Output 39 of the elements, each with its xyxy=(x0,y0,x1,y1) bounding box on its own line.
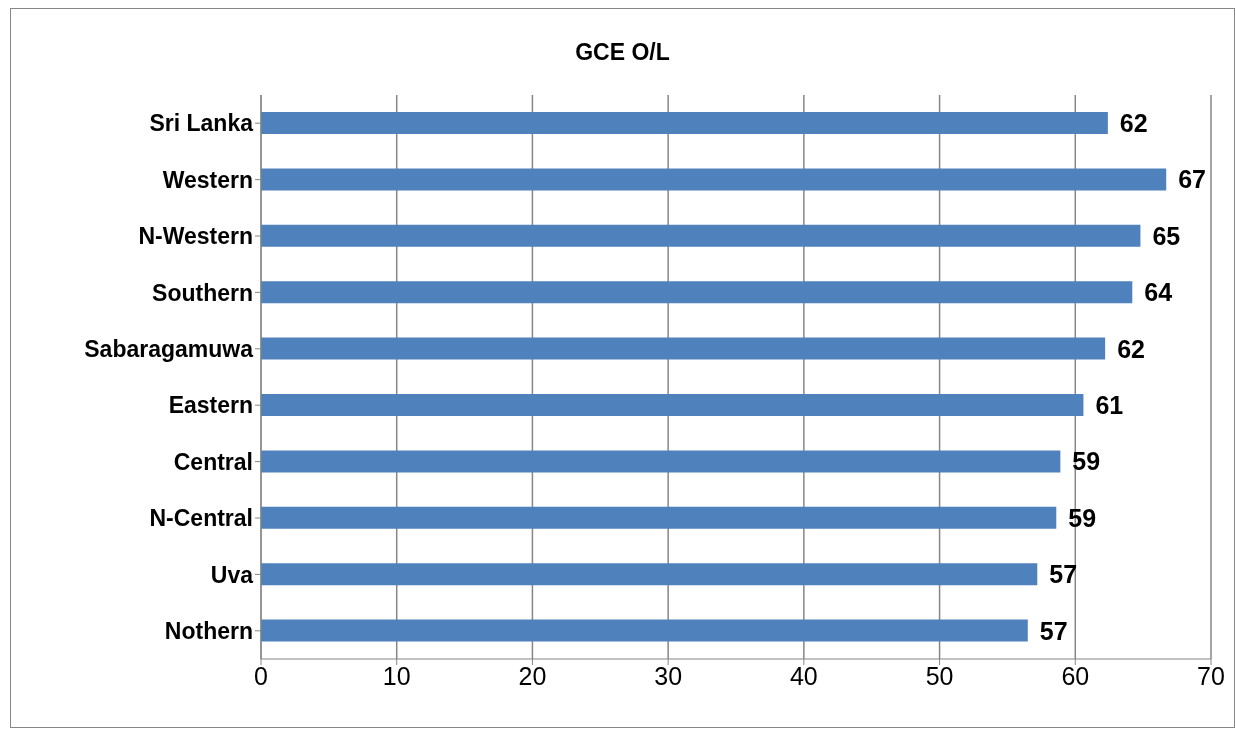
bar xyxy=(261,619,1028,642)
y-tick-label: Uva xyxy=(210,561,254,588)
y-tick-label: Sri Lanka xyxy=(149,110,254,137)
x-tick-label: 30 xyxy=(654,661,683,690)
x-tick-label: 20 xyxy=(518,661,547,690)
x-tick-label: 70 xyxy=(1197,661,1225,690)
x-tick-label: 10 xyxy=(382,661,411,690)
data-label: 59 xyxy=(1068,503,1097,532)
bar xyxy=(261,168,1167,191)
y-tick-label: N-Central xyxy=(149,505,253,532)
bar xyxy=(261,563,1038,586)
y-tick-label: Eastern xyxy=(168,392,253,419)
y-tick-label: Sabaragamuwa xyxy=(84,335,254,362)
y-tick-label: Central xyxy=(173,448,253,475)
y-tick-label: Western xyxy=(162,166,253,193)
data-label: 64 xyxy=(1144,278,1173,307)
bar xyxy=(261,337,1106,360)
x-tick-label: 50 xyxy=(925,661,954,690)
data-label: 57 xyxy=(1039,616,1068,645)
data-label: 61 xyxy=(1095,391,1124,419)
data-label: 62 xyxy=(1119,109,1148,137)
x-tick-label: 40 xyxy=(789,661,818,690)
y-tick-label: Southern xyxy=(152,279,253,306)
bar xyxy=(261,224,1141,247)
data-label: 65 xyxy=(1152,221,1181,250)
y-tick-label: Nothern xyxy=(164,617,253,644)
data-label: 57 xyxy=(1049,560,1078,589)
x-tick-label: 0 xyxy=(254,661,268,690)
y-tick-label: N-Western xyxy=(138,223,253,250)
bar xyxy=(261,281,1133,304)
data-label: 62 xyxy=(1117,334,1145,363)
data-label: 67 xyxy=(1178,165,1207,194)
bar xyxy=(261,450,1061,473)
bar xyxy=(261,394,1084,416)
chart-title: GCE O/L xyxy=(574,39,671,66)
bar xyxy=(261,112,1108,134)
bar xyxy=(261,506,1057,529)
x-tick-label: 60 xyxy=(1061,661,1090,690)
data-label: 59 xyxy=(1072,447,1101,476)
